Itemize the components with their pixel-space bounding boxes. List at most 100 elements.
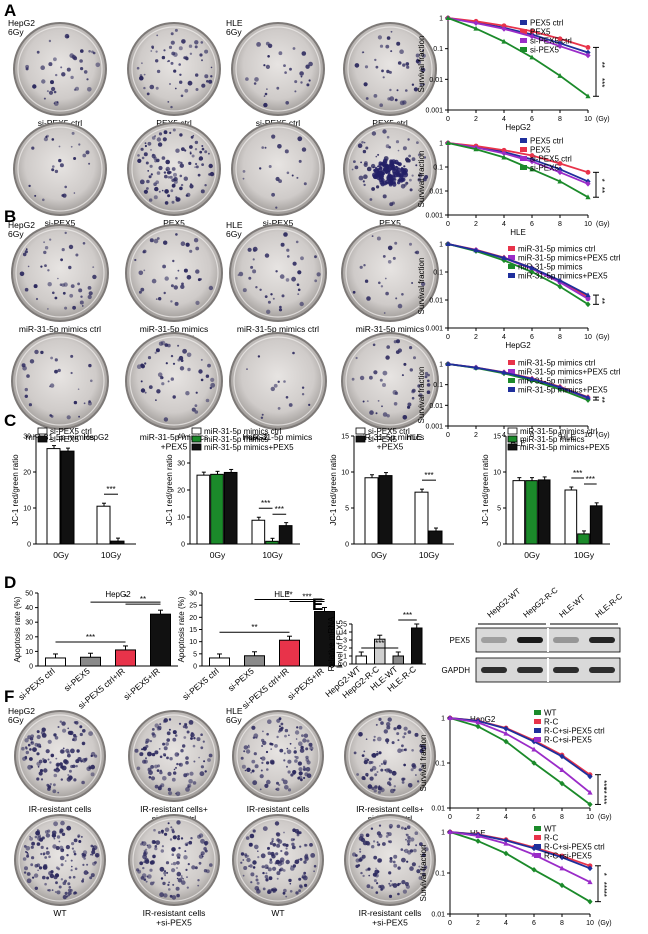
condition-label: HLE 6Gy: [226, 706, 243, 725]
blot-band: [517, 637, 543, 643]
x-tick-label: si-PEX5 ctrl: [16, 666, 57, 702]
data-point: [529, 28, 535, 34]
culture-dish: [231, 122, 325, 216]
condition-label: HLE 6Gy: [226, 220, 243, 239]
legend-swatch: [37, 435, 48, 443]
blot-band: [589, 637, 615, 643]
legend-swatch: [508, 264, 515, 269]
y-axis-label: Survival fraction: [417, 258, 426, 315]
y-tick-label: 0.1: [433, 46, 443, 53]
x-tick-label: 10: [584, 116, 592, 123]
y-tick-label: 5: [343, 622, 347, 629]
blot-band: [481, 637, 507, 643]
blot-header: HLE-R-C: [594, 592, 625, 620]
x-tick-label: 2: [474, 334, 478, 341]
x-tick-label: 8: [560, 920, 564, 927]
data-point: [501, 23, 507, 29]
legend-swatch: [508, 273, 515, 278]
series-line: [447, 17, 589, 54]
panel-letter-d: D: [4, 573, 16, 592]
y-tick-label: 0.01: [429, 298, 443, 305]
data-point: [531, 760, 537, 766]
y-tick-label: 0.01: [431, 806, 445, 813]
series-line: [449, 717, 591, 794]
dish-label: PEX5: [163, 218, 185, 228]
x-tick-label: 2: [476, 920, 480, 927]
bar: [209, 657, 230, 667]
data-point: [501, 150, 507, 157]
condition-label: HepG2 6Gy: [8, 18, 35, 37]
chart-title: HepG2: [470, 715, 496, 724]
culture-dish: [14, 710, 106, 802]
significance-label: **: [599, 891, 608, 897]
x-tick-label: 0: [446, 432, 450, 439]
data-point: [531, 746, 537, 752]
legend-label: miR-31-5p mimics+PEX5: [204, 443, 294, 452]
legend-swatch: [534, 719, 541, 724]
y-tick-label: 0: [181, 542, 185, 549]
y-axis-label: JC-1 red/green ratio: [329, 454, 338, 526]
x-tick-label: 0Gy: [371, 550, 387, 560]
y-tick-label: 20: [25, 634, 33, 641]
dish-label: miR-31-5p mimics ctrl: [237, 324, 319, 334]
legend-label: miR-31-5p mimics ctrl: [518, 245, 596, 254]
legend-swatch: [191, 435, 202, 443]
legend-label: miR-31-5p mimics ctrl: [520, 427, 598, 436]
significance-label: ***: [424, 471, 433, 480]
x-tick-label: 4: [502, 334, 506, 341]
data-point: [585, 169, 591, 175]
chart-jc1-c2: 0 10 20 30 40 JC-1 red/green ratio HepG2 0Gy 10G…: [165, 427, 300, 560]
y-tick-label: 50: [25, 591, 33, 598]
significance-label: ***: [302, 592, 311, 601]
culture-dish: [344, 814, 436, 906]
y-tick-label: 15: [493, 434, 501, 441]
x-tick-label: 10: [586, 920, 594, 927]
bar: [265, 540, 279, 545]
y-tick-label: 0.001: [425, 213, 443, 220]
condition-label: HLE 6Gy: [226, 18, 243, 37]
dish-label: IR-resistant cells: [247, 804, 310, 814]
data-point: [501, 255, 507, 260]
chart-title: HepG2: [83, 433, 109, 442]
x-tick-label: 2: [474, 221, 478, 228]
culture-dish: [343, 22, 437, 116]
legend-label: miR-31-5p mimics: [518, 377, 582, 386]
y-tick-label: 1: [343, 654, 347, 661]
chart-title: HepG2: [105, 590, 131, 599]
data-point: [475, 838, 481, 844]
legend-swatch: [520, 156, 527, 161]
data-point: [501, 147, 507, 153]
bar: [577, 533, 590, 545]
x-unit-label: (Gy): [598, 814, 612, 821]
data-point: [557, 384, 563, 390]
significance-label: ***: [375, 639, 384, 648]
y-tick-label: 1: [439, 141, 443, 148]
x-tick-label: 2: [476, 814, 480, 821]
y-tick-label: 30: [23, 434, 31, 441]
x-tick-label: si-PEX5 ctrl: [180, 666, 221, 702]
series-line: [449, 831, 591, 883]
legend-swatch: [191, 443, 202, 451]
significance-label: **: [599, 788, 608, 794]
condition-label: HepG2 6Gy: [8, 706, 35, 725]
data-point: [585, 301, 591, 308]
culture-dish: [11, 332, 109, 430]
blot-header: HepG2-R-C: [522, 585, 560, 619]
plate-group-b3: miR-31-5p mimics miR-31-5p mimics +PEX5: [11, 332, 223, 452]
legend-label: miR-31-5p mimics+PEX5 ctrl: [518, 368, 621, 377]
culture-dish: [232, 814, 324, 906]
data-point: [585, 296, 591, 302]
data-point: [475, 723, 481, 730]
culture-dish: [11, 224, 109, 322]
culture-dish: [231, 22, 325, 116]
data-point: [501, 369, 507, 375]
y-tick-label: 15: [189, 627, 197, 634]
series-line: [449, 717, 591, 778]
x-unit-label: (Gy): [596, 116, 610, 123]
bar: [378, 475, 393, 545]
data-point: [585, 180, 591, 187]
legend-label: WT: [544, 709, 557, 718]
y-tick-label: 10: [25, 649, 33, 656]
